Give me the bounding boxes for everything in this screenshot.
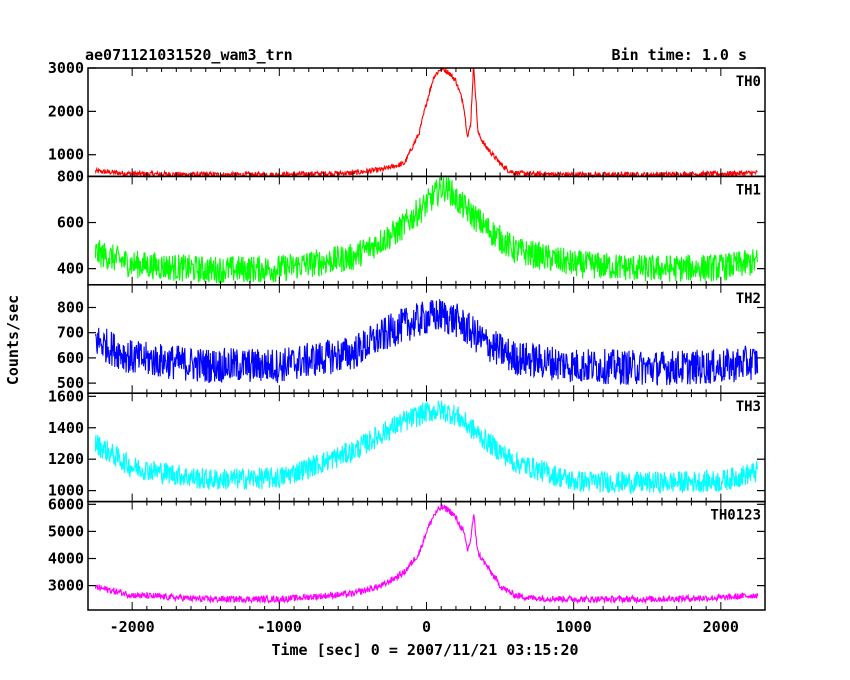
x-tick-label: -1000 xyxy=(257,618,302,636)
y-tick-label: 6000 xyxy=(48,495,84,513)
x-tick-label: -2000 xyxy=(110,618,155,636)
x-tick-label: 2000 xyxy=(703,618,739,636)
y-tick-label: 4000 xyxy=(48,550,84,568)
y-tick-label: 800 xyxy=(57,298,84,316)
panel-th3: 1000 1200 1400 1600 TH3 xyxy=(48,387,766,503)
y-tick-label: 1400 xyxy=(48,419,84,437)
panel-frame xyxy=(87,500,766,611)
y-tick-label: 5000 xyxy=(48,522,84,540)
x-tick-label: 0 xyxy=(422,618,431,636)
x-tick-label: 1000 xyxy=(556,618,592,636)
panel-label-th0: TH0 xyxy=(736,74,761,90)
panel-label-th2: TH2 xyxy=(736,291,761,307)
y-axis-label: Counts/sec xyxy=(4,295,22,385)
chart-title: ae071121031520_wam3_trn xyxy=(85,46,293,64)
panel-frame xyxy=(87,67,766,178)
y-tick-label: 400 xyxy=(57,260,84,278)
panel-th1: 400 600 800 TH1 xyxy=(57,167,766,286)
y-tick-label: 3000 xyxy=(48,577,84,595)
y-tick-label: 1000 xyxy=(48,482,84,500)
series-line-th2 xyxy=(94,299,759,386)
panel-label-th1: TH1 xyxy=(736,182,761,198)
y-tick-label: 2000 xyxy=(48,102,84,120)
panel-label-th3: TH3 xyxy=(736,399,761,415)
panel-th2: 500 600 700 800 TH2 xyxy=(57,284,766,394)
panel-frame xyxy=(87,284,766,394)
y-tick-label: 1200 xyxy=(48,450,84,468)
plot-area: 1000 2000 3000 TH0 400 600 800 TH1 500 600 700 800 T… xyxy=(48,59,766,636)
y-tick-label: 700 xyxy=(57,324,84,342)
series-line-th0123 xyxy=(94,504,759,605)
y-tick-label: 800 xyxy=(57,167,84,185)
y-tick-label: 500 xyxy=(57,374,84,392)
panel-th0123: 3000 4000 5000 6000 TH0123 xyxy=(48,495,766,611)
y-tick-label: 1000 xyxy=(48,146,84,164)
x-axis-label: Time [sec] 0 = 2007/11/21 03:15:20 xyxy=(271,641,578,659)
y-tick-label: 600 xyxy=(57,349,84,367)
series-line-th3 xyxy=(94,400,759,495)
y-tick-label: 1600 xyxy=(48,387,84,405)
panel-label-th0123: TH0123 xyxy=(710,508,761,524)
bin-time-label: Bin time: 1.0 s xyxy=(612,46,747,64)
series-line-th1 xyxy=(94,176,759,284)
series-line-th0 xyxy=(94,67,758,179)
panel-th0: 1000 2000 3000 TH0 xyxy=(48,59,766,179)
y-tick-label: 3000 xyxy=(48,59,84,77)
y-tick-label: 600 xyxy=(57,214,84,232)
